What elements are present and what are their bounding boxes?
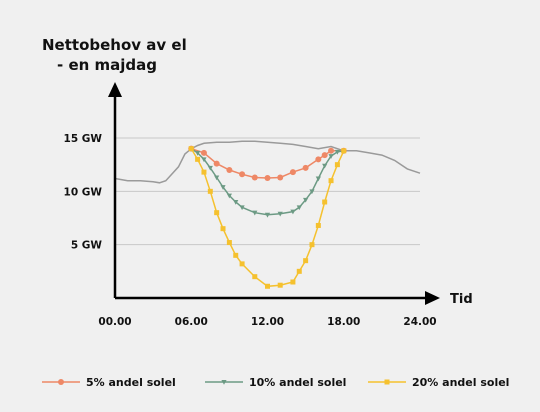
series-2-point-3 — [207, 188, 213, 194]
legend-item-2: 20% andel solel — [368, 376, 509, 389]
series-1-point-18 — [328, 154, 334, 159]
legend-label-1: 10% andel solel — [249, 376, 346, 389]
series-2-point-13 — [296, 268, 302, 274]
series-layer — [188, 145, 347, 289]
series-2-point-1 — [195, 156, 201, 162]
y-tick-label-0: 5 GW — [71, 240, 103, 252]
series-2-point-16 — [315, 222, 321, 228]
series-0-point-2 — [213, 160, 220, 167]
legend-label-0: 5% andel solel — [86, 376, 176, 389]
legend-item-0: 5% andel solel — [42, 376, 176, 389]
series-1-point-13 — [296, 205, 302, 211]
y-axis-arrow — [108, 82, 122, 97]
series-1-point-17 — [322, 163, 328, 169]
legend-marker-0 — [58, 379, 64, 385]
series-2-point-4 — [214, 210, 220, 216]
series-1-point-12 — [290, 209, 296, 215]
grid — [115, 137, 420, 246]
series-2-point-20 — [341, 148, 347, 154]
series-1-point-3 — [207, 165, 213, 171]
series-0-point-5 — [251, 174, 258, 181]
series-1-point-7 — [233, 200, 239, 205]
base-demand-layer — [114, 140, 421, 184]
series-1-point-2 — [201, 157, 207, 163]
series-1-point-1 — [195, 150, 201, 156]
series-0-point-9 — [302, 164, 309, 171]
series-1-point-4 — [214, 175, 220, 181]
legend-marker-2 — [384, 379, 390, 385]
series-0-point-4 — [239, 171, 246, 178]
x-tick-label-2: 12.00 — [251, 316, 284, 328]
legend-label-2: 20% andel solel — [412, 376, 509, 389]
legend-item-1: 10% andel solel — [205, 376, 346, 389]
series-0-point-11 — [321, 152, 328, 159]
tick-labels: 5 GW 10 GW 15 GW 00.00 06.00 12.00 18.00 24.00 — [64, 133, 437, 328]
series-2-point-14 — [303, 258, 309, 264]
series-0-point-7 — [277, 174, 284, 181]
legend: 5% andel solel 10% andel solel 20% andel s… — [42, 376, 509, 389]
chart-title-line-2: - en majdag — [57, 56, 157, 74]
series-2 — [188, 146, 347, 289]
x-tick-label-4: 24.00 — [403, 316, 436, 328]
series-2-point-15 — [309, 242, 315, 248]
series-1 — [188, 146, 347, 218]
series-2-point-10 — [265, 283, 270, 289]
series-0 — [188, 145, 347, 181]
series-2-point-2 — [201, 169, 207, 175]
series-1-point-14 — [303, 197, 309, 203]
series-2-point-12 — [290, 279, 296, 285]
series-2-point-19 — [334, 162, 340, 168]
series-1-point-11 — [277, 211, 283, 217]
axes: Tid — [108, 82, 473, 307]
series-2-point-0 — [188, 146, 194, 152]
series-1-point-9 — [252, 210, 258, 216]
x-tick-label-0: 00.00 — [98, 316, 131, 328]
series-2-point-7 — [233, 252, 239, 258]
series-2-point-11 — [277, 282, 283, 288]
chart-title-line-1: Nettobehov av el — [42, 36, 187, 54]
series-1-point-8 — [239, 205, 245, 211]
series-0-point-3 — [226, 167, 233, 173]
series-2-point-8 — [239, 261, 245, 267]
series-0-point-6 — [264, 175, 271, 181]
series-1-point-5 — [220, 185, 226, 190]
series-1-point-6 — [226, 193, 232, 199]
series-1-point-19 — [334, 149, 340, 155]
y-tick-label-1: 10 GW — [64, 186, 103, 198]
series-2-point-18 — [328, 178, 334, 184]
series-0-point-12 — [328, 147, 335, 154]
series-1-point-15 — [309, 189, 315, 195]
series-line-base-demand — [114, 140, 421, 184]
series-2-point-6 — [226, 240, 232, 246]
x-axis-arrow — [425, 291, 440, 305]
series-0-point-1 — [200, 149, 207, 156]
x-axis-label: Tid — [450, 292, 473, 307]
series-0-point-8 — [289, 169, 296, 176]
series-0-point-10 — [315, 156, 322, 163]
series-2-point-17 — [322, 199, 328, 205]
series-1-point-16 — [315, 176, 321, 182]
series-2-point-9 — [252, 274, 258, 280]
legend-marker-1 — [221, 380, 227, 385]
x-tick-label-3: 18.00 — [327, 316, 360, 328]
y-tick-label-2: 15 GW — [64, 133, 103, 145]
series-2-point-5 — [220, 226, 226, 232]
x-tick-label-1: 06.00 — [175, 316, 208, 328]
series-1-point-10 — [264, 212, 271, 218]
